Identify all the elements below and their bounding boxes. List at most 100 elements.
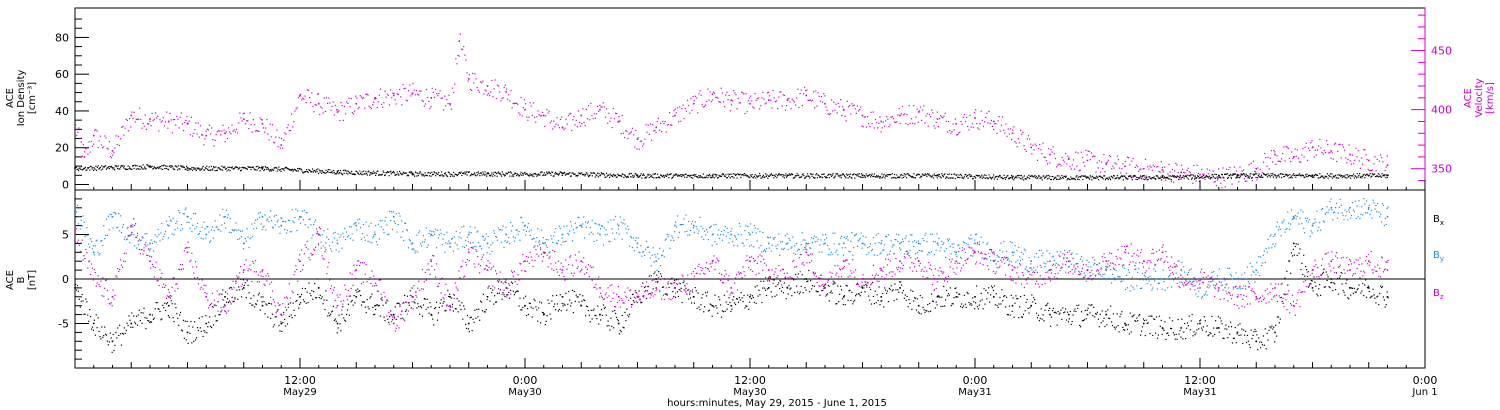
data-dot bbox=[331, 170, 333, 172]
data-dot bbox=[1071, 164, 1073, 166]
data-dot bbox=[1156, 337, 1159, 339]
data-dot bbox=[724, 310, 726, 312]
data-dot bbox=[888, 173, 890, 176]
data-dot bbox=[761, 97, 763, 99]
data-dot bbox=[1368, 175, 1370, 177]
data-dot bbox=[126, 119, 128, 121]
data-point bbox=[317, 102, 320, 105]
data-dot bbox=[1362, 163, 1364, 165]
data-dot bbox=[109, 213, 111, 215]
data-dot bbox=[1282, 173, 1284, 175]
series-bx bbox=[74, 242, 1389, 353]
data-dot bbox=[1027, 307, 1029, 310]
data-dot bbox=[1258, 175, 1260, 178]
data-dot bbox=[214, 220, 216, 222]
data-dot bbox=[568, 172, 570, 174]
data-dot bbox=[998, 116, 1000, 118]
data-dot bbox=[169, 165, 171, 167]
data-dot bbox=[1132, 157, 1134, 160]
data-dot bbox=[519, 114, 521, 116]
data-dot bbox=[1308, 174, 1310, 176]
data-dot bbox=[224, 222, 226, 224]
data-dot bbox=[901, 292, 904, 294]
data-dot bbox=[123, 167, 125, 169]
data-dot bbox=[811, 175, 813, 177]
data-dot bbox=[144, 114, 146, 116]
data-dot bbox=[617, 173, 619, 175]
data-dot bbox=[993, 174, 995, 176]
data-dot bbox=[330, 313, 332, 315]
data-dot bbox=[1357, 150, 1359, 152]
data-dot bbox=[355, 289, 357, 291]
data-dot bbox=[1329, 151, 1331, 154]
data-dot bbox=[444, 310, 446, 312]
data-dot bbox=[456, 63, 458, 65]
data-dot bbox=[466, 174, 468, 176]
data-dot bbox=[1359, 176, 1361, 179]
data-dot bbox=[374, 98, 376, 100]
data-dot bbox=[181, 330, 184, 332]
data-dot bbox=[240, 117, 242, 119]
data-point bbox=[205, 233, 208, 236]
data-dot bbox=[427, 306, 429, 309]
data-dot bbox=[384, 174, 386, 176]
data-dot bbox=[1121, 168, 1123, 170]
data-dot bbox=[654, 129, 656, 132]
data-dot bbox=[602, 304, 605, 306]
data-dot bbox=[127, 130, 130, 132]
data-dot bbox=[858, 293, 860, 295]
data-dot bbox=[1088, 150, 1090, 153]
data-dot bbox=[1201, 329, 1204, 331]
data-dot bbox=[615, 316, 618, 318]
data-dot bbox=[363, 173, 365, 175]
data-dot bbox=[1062, 177, 1064, 179]
data-dot bbox=[1052, 307, 1055, 310]
data-dot bbox=[1113, 175, 1115, 177]
data-dot bbox=[924, 174, 926, 176]
data-dot bbox=[1012, 297, 1014, 299]
data-dot bbox=[1048, 147, 1050, 150]
data-dot bbox=[307, 226, 309, 228]
data-dot bbox=[659, 177, 661, 179]
data-dot bbox=[685, 287, 687, 289]
data-point bbox=[749, 102, 751, 105]
data-dot bbox=[1386, 291, 1388, 293]
data-dot bbox=[324, 172, 326, 174]
data-dot bbox=[504, 175, 506, 177]
data-dot bbox=[377, 305, 380, 307]
data-dot bbox=[441, 174, 443, 176]
data-dot bbox=[789, 174, 791, 176]
data-dot bbox=[1265, 348, 1267, 350]
data-dot bbox=[328, 97, 330, 99]
data-dot bbox=[121, 165, 123, 167]
data-dot bbox=[596, 317, 598, 320]
data-dot bbox=[585, 172, 587, 174]
data-dot bbox=[1042, 314, 1044, 316]
data-dot bbox=[957, 296, 959, 298]
data-dot bbox=[464, 171, 466, 173]
data-dot bbox=[1285, 174, 1287, 176]
data-dot bbox=[1073, 177, 1075, 180]
data-dot bbox=[1237, 176, 1239, 179]
data-dot bbox=[1056, 324, 1058, 326]
data-dot bbox=[540, 302, 543, 304]
data-dot bbox=[500, 174, 502, 176]
data-dot bbox=[491, 79, 493, 82]
data-dot bbox=[717, 176, 719, 179]
data-dot bbox=[584, 175, 586, 177]
data-dot bbox=[1014, 141, 1016, 143]
data-dot bbox=[609, 176, 611, 179]
data-dot bbox=[487, 92, 490, 95]
data-dot bbox=[1077, 307, 1079, 309]
data-dot bbox=[382, 228, 384, 231]
data-dot bbox=[1330, 176, 1332, 178]
data-dot bbox=[1147, 322, 1149, 324]
data-dot bbox=[149, 321, 151, 324]
data-dot bbox=[152, 168, 154, 170]
data-dot bbox=[262, 296, 264, 298]
data-dot bbox=[548, 171, 550, 173]
data-dot bbox=[897, 114, 899, 116]
data-dot bbox=[1321, 175, 1323, 177]
data-dot bbox=[795, 285, 798, 287]
data-dot bbox=[99, 135, 101, 137]
